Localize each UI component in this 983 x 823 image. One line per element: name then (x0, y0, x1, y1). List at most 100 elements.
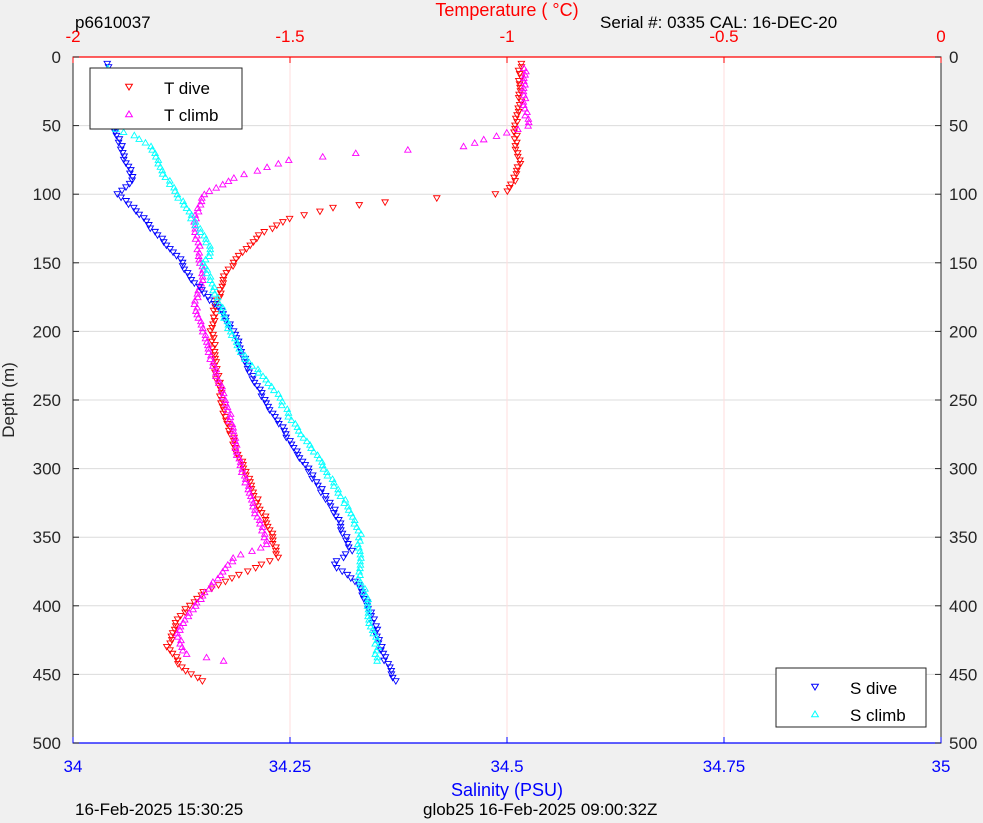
data-point (167, 637, 176, 644)
data-point (132, 208, 141, 216)
data-point (218, 392, 227, 400)
data-point (204, 294, 213, 301)
data-point (375, 637, 384, 644)
data-point (286, 438, 295, 445)
data-point (205, 584, 214, 592)
data-point (224, 177, 233, 185)
data-point (166, 640, 175, 648)
data-point (200, 190, 209, 198)
data-point (121, 160, 130, 168)
data-point (391, 678, 400, 686)
data-point (519, 101, 528, 109)
data-point (523, 108, 531, 115)
data-point (236, 461, 245, 469)
data-point (215, 300, 224, 307)
data-point (274, 159, 283, 167)
data-point (247, 482, 256, 490)
data-point (192, 598, 201, 606)
data-point (316, 489, 325, 497)
data-point (271, 547, 280, 555)
data-point (492, 132, 501, 139)
data-point (356, 578, 365, 585)
data-point (272, 222, 281, 230)
data-point (225, 324, 234, 332)
data-point (513, 112, 522, 120)
data-point (387, 667, 396, 675)
data-point (240, 471, 249, 479)
data-point (154, 156, 163, 163)
data-point (209, 314, 218, 322)
legend-box (775, 667, 927, 728)
data-point (216, 571, 225, 578)
legend-label: S climb (850, 706, 906, 725)
data-point (209, 358, 218, 366)
data-point (205, 297, 214, 305)
data-point (342, 534, 351, 541)
data-point (380, 657, 389, 665)
data-point (248, 547, 257, 554)
data-point (162, 643, 171, 651)
data-point (118, 150, 127, 157)
data-point (506, 181, 515, 189)
data-point (255, 519, 264, 527)
data-point (221, 564, 230, 572)
data-point (210, 283, 219, 290)
data-point (517, 98, 526, 106)
data-point (193, 303, 202, 311)
data-point (113, 191, 122, 198)
data-point (206, 351, 215, 359)
data-point (313, 482, 322, 490)
data-point (293, 451, 302, 459)
data-point (173, 632, 182, 640)
data-point (385, 664, 394, 672)
data-point (344, 505, 353, 513)
data-point (292, 448, 301, 456)
data-point (221, 399, 230, 407)
data-point (356, 554, 365, 561)
data-point (354, 543, 363, 551)
data-point (182, 650, 191, 657)
data-point (354, 526, 363, 534)
data-point (221, 578, 230, 586)
data-point (120, 153, 129, 161)
data-point (201, 331, 210, 338)
data-point (128, 174, 137, 181)
data-point (248, 361, 257, 369)
data-point (193, 204, 202, 211)
data-point (338, 568, 347, 576)
data-point (258, 372, 267, 379)
data-point (229, 423, 238, 431)
data-point (336, 520, 345, 528)
data-point (193, 289, 202, 297)
data-point (187, 276, 196, 284)
data-point (264, 403, 273, 411)
data-point (510, 174, 519, 182)
data-point (191, 307, 200, 314)
data-point (240, 170, 249, 178)
data-point (514, 105, 523, 113)
data-point (519, 74, 528, 81)
data-point (479, 135, 488, 143)
data-point (354, 582, 363, 589)
data-point (524, 114, 533, 122)
data-point (124, 163, 133, 171)
data-point (512, 171, 521, 179)
data-point (517, 64, 526, 72)
data-point (274, 421, 283, 428)
data-point (203, 341, 212, 349)
data-point (151, 228, 160, 236)
data-point (369, 629, 378, 637)
data-point (511, 143, 520, 150)
data-point (147, 142, 156, 150)
legend-label: T climb (164, 106, 218, 125)
data-point (206, 328, 215, 336)
data-point (329, 204, 338, 212)
data-point (172, 252, 181, 260)
data-point (336, 492, 345, 500)
data-point (213, 293, 222, 301)
data-point (169, 249, 178, 257)
y-tick-label: 450 (33, 665, 61, 684)
data-point (220, 310, 229, 318)
data-point (176, 622, 185, 630)
data-point (513, 119, 522, 126)
